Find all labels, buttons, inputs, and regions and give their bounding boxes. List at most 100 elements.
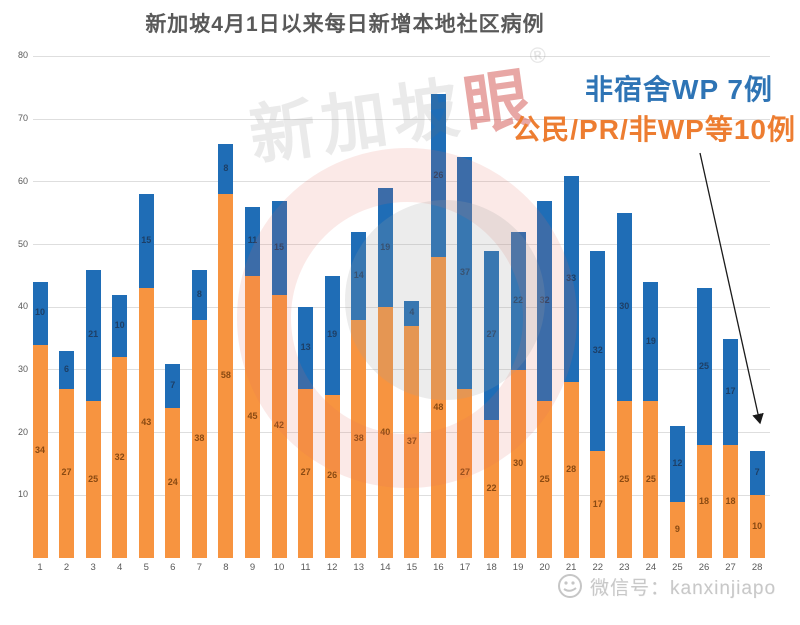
bar-value-label-blue: 30 xyxy=(619,301,630,312)
x-axis-tick-label: 20 xyxy=(539,562,550,573)
bar-value-label-blue: 15 xyxy=(141,235,152,246)
x-axis-tick-label: 16 xyxy=(433,562,444,573)
x-axis-tick-label: 6 xyxy=(170,562,176,573)
x-axis-tick-label: 8 xyxy=(223,562,229,573)
x-axis-tick-label: 15 xyxy=(406,562,418,573)
bar-value-label-blue: 10 xyxy=(114,320,125,330)
wechat-footer-label: 微信号：kanxinjiapo xyxy=(590,577,777,599)
bar-value-label-orange: 34 xyxy=(34,445,45,456)
bar-value-label-blue: 8 xyxy=(196,288,202,299)
y-axis-tick-label: 10 xyxy=(17,489,28,500)
gridline xyxy=(33,118,770,120)
y-axis-tick-label: 60 xyxy=(17,175,28,186)
gridline xyxy=(33,494,770,496)
bar-value-label-blue: 25 xyxy=(698,360,709,371)
bar-segment-orange xyxy=(563,382,579,558)
x-axis-tick-label: 4 xyxy=(117,562,123,573)
bar-value-label-orange: 18 xyxy=(698,495,709,506)
bar-value-label-orange: 43 xyxy=(141,417,152,428)
bar-value-label-orange: 24 xyxy=(167,476,178,487)
bar-segment-orange xyxy=(165,407,181,558)
x-axis-tick-label: 10 xyxy=(273,562,285,573)
bar-segment-blue xyxy=(616,213,632,402)
bar-value-label-orange: 25 xyxy=(539,473,550,484)
annotation-line-1: 非宿舍WP 7例 xyxy=(585,74,773,105)
bar-segment-orange xyxy=(138,288,154,558)
bar-segment-orange xyxy=(59,388,75,558)
bar-segment-orange xyxy=(696,445,712,558)
x-axis-tick-label: 26 xyxy=(698,562,710,573)
bar-segment-blue xyxy=(669,426,685,502)
x-axis-tick-label: 12 xyxy=(326,562,338,573)
bar-value-label-blue: 21 xyxy=(88,329,99,340)
bar-segment-orange xyxy=(32,344,48,558)
bar-value-label-orange: 28 xyxy=(566,464,577,475)
bar-value-label-orange: 25 xyxy=(645,473,656,484)
x-axis-tick-label: 7 xyxy=(196,562,202,573)
bar-segment-orange xyxy=(537,401,553,558)
bar-value-label-blue: 7 xyxy=(170,379,176,390)
bar-segment-orange xyxy=(191,319,207,558)
y-axis-tick-label: 80 xyxy=(17,50,28,61)
gridline xyxy=(33,55,770,57)
bar-value-label-orange: 18 xyxy=(725,495,736,506)
wechat-icon xyxy=(558,574,582,598)
bar-segment-blue xyxy=(112,294,128,358)
bar-value-label-blue: 19 xyxy=(645,335,656,346)
y-axis-tick-label: 20 xyxy=(17,426,28,437)
x-axis-tick-label: 17 xyxy=(459,562,471,573)
bar-segment-blue xyxy=(138,194,154,289)
x-axis-tick-label: 22 xyxy=(592,562,604,573)
bar-value-label-orange: 17 xyxy=(592,498,603,509)
y-axis-tick-label: 50 xyxy=(17,238,28,249)
bar-segment-orange xyxy=(723,445,739,558)
bar-segment-orange xyxy=(218,194,234,558)
footer-watermark: 微信号：kanxinjiapo xyxy=(556,572,776,600)
bar-value-label-orange: 30 xyxy=(513,457,524,468)
bar-value-label-orange: 45 xyxy=(247,410,258,421)
x-axis-tick-label: 14 xyxy=(379,562,391,573)
bar-value-label-orange: 10 xyxy=(752,520,763,531)
x-axis-tick-label: 1 xyxy=(37,562,43,573)
y-axis-tick-label: 70 xyxy=(17,113,28,124)
bar-value-label-blue: 11 xyxy=(247,235,258,246)
bar-value-label-orange: 26 xyxy=(327,470,338,481)
bar-segment-blue xyxy=(85,269,101,402)
x-axis-tick-label: 24 xyxy=(645,562,657,573)
bar-value-label-blue: 10 xyxy=(34,307,45,318)
bar-segment-orange xyxy=(669,501,685,558)
bar-segment-orange xyxy=(749,495,765,558)
bar-segment-orange xyxy=(643,401,659,558)
y-axis-tick-label: 30 xyxy=(17,363,28,374)
bar-value-label-orange: 58 xyxy=(220,370,231,381)
chart-title: 新加坡4月1日以来每日新增本地社区病例 xyxy=(145,13,545,36)
x-axis-tick-label: 28 xyxy=(751,562,763,573)
bar-segment-orange xyxy=(616,401,632,558)
bar-value-label-orange: 32 xyxy=(114,451,125,462)
x-axis-tick-label: 18 xyxy=(486,562,497,573)
x-axis-tick-label: 27 xyxy=(725,562,736,573)
bar-value-label-orange: 38 xyxy=(194,432,205,443)
bar-value-label-orange: 22 xyxy=(486,483,497,494)
watermark-disc-icon xyxy=(345,200,545,400)
bar-value-label-orange: 25 xyxy=(619,473,630,484)
bar-value-label-blue: 17 xyxy=(725,385,736,396)
x-axis-tick-label: 3 xyxy=(90,562,96,573)
bar-value-label-blue: 12 xyxy=(672,457,683,468)
x-axis-tick-label: 5 xyxy=(143,562,149,573)
bar-value-label-orange: 27 xyxy=(61,467,72,478)
bar-segment-orange xyxy=(590,451,606,558)
bar-value-label-orange: 9 xyxy=(674,523,680,534)
y-axis-tick-label: 40 xyxy=(17,301,28,312)
bar-segment-blue xyxy=(218,144,234,195)
x-axis-tick-label: 9 xyxy=(249,562,256,573)
bar-segment-blue xyxy=(32,282,48,345)
bar-value-label-blue: 6 xyxy=(64,363,70,374)
bar-segment-blue xyxy=(749,451,765,496)
annotation-line-2: 公民/PR/非WP等10例 xyxy=(512,114,796,145)
bar-segment-orange xyxy=(112,357,128,558)
registered-mark-icon: ® xyxy=(528,40,554,69)
x-axis-tick-label: 21 xyxy=(565,562,577,573)
bar-segment-blue xyxy=(165,363,181,408)
